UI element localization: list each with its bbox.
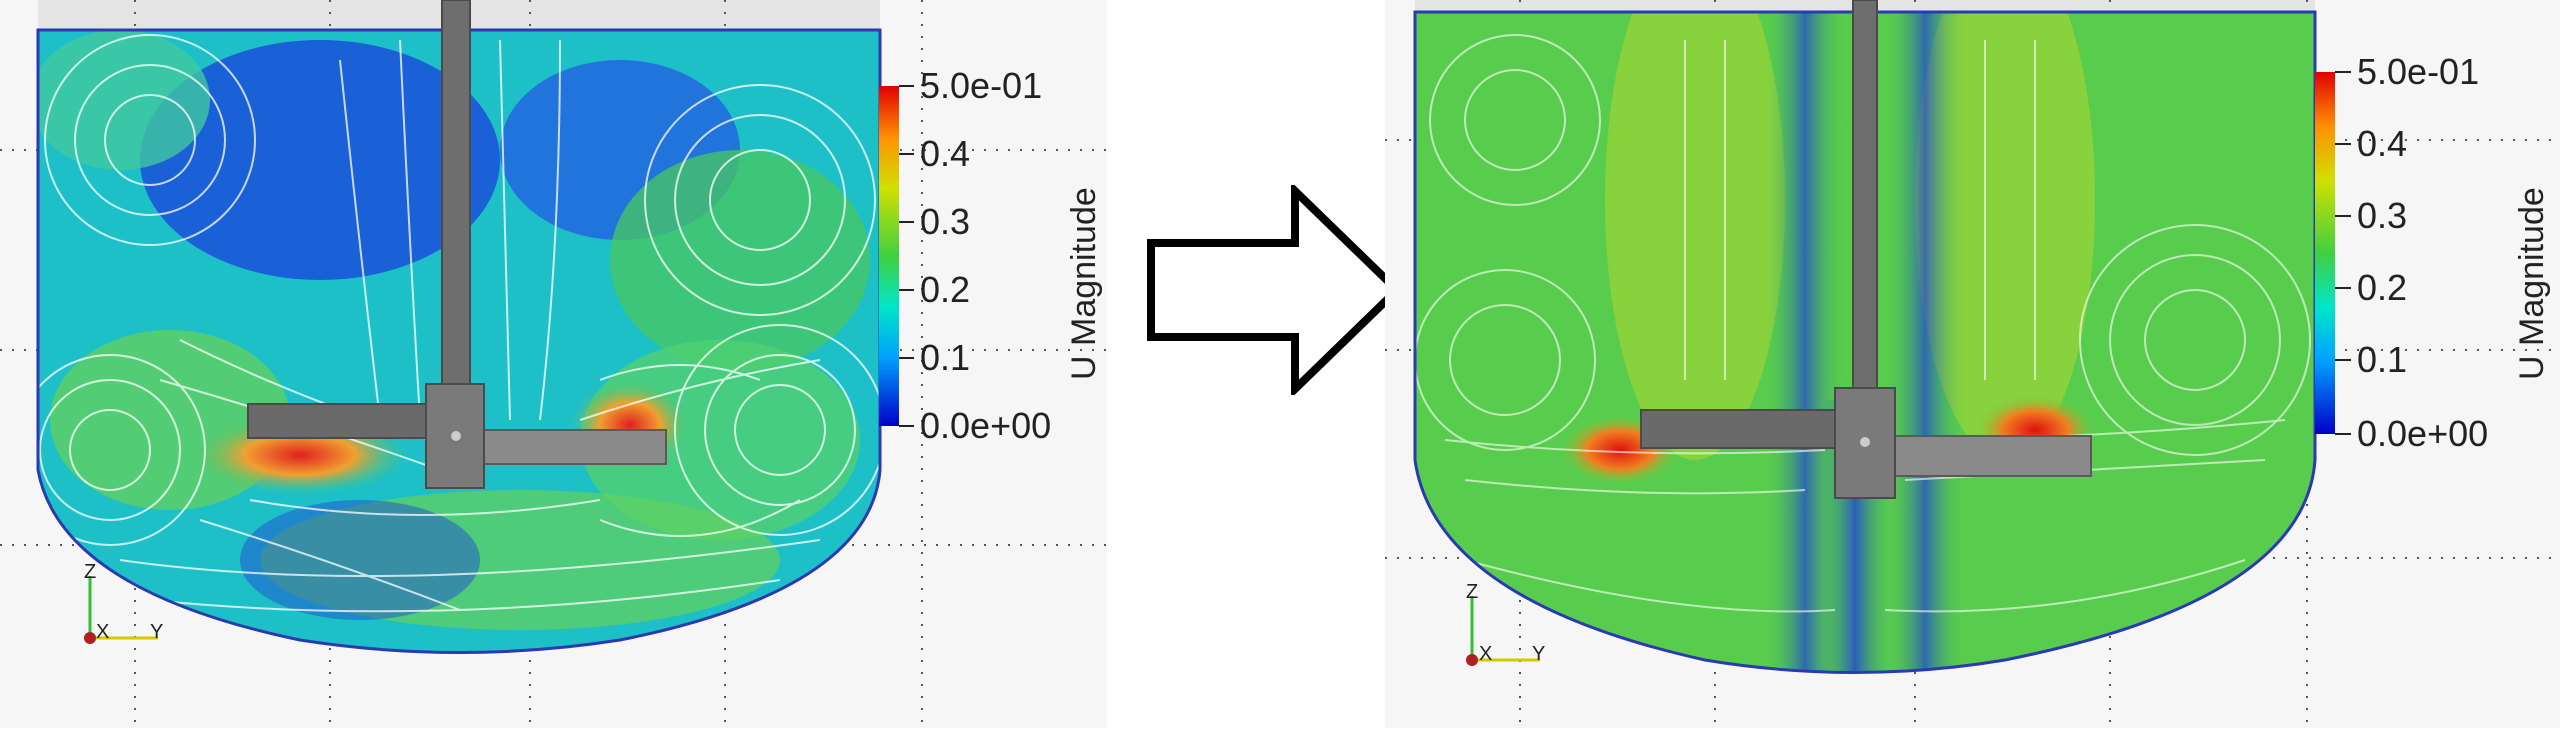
impeller-blade-left (247, 403, 439, 439)
colorbar-tick-2: 0.3 (2357, 195, 2408, 236)
axis-label-x: X (1479, 643, 1493, 665)
colorbar-tick-1: 0.4 (920, 133, 971, 174)
axis-label-y: Y (1532, 643, 1546, 665)
impeller-shaft (441, 0, 471, 391)
left-flow-panel: 5.0e-01 0.4 0.3 0.2 0.1 0.0e+00 U Magnit… (0, 0, 1107, 728)
impeller-blade-right (1890, 435, 2092, 477)
velocity-field (1415, 12, 2315, 673)
colorbar-tick-5: 0.0e+00 (2357, 413, 2489, 454)
colorbar-tick-4: 0.1 (2357, 339, 2408, 380)
colorbar-tick-0: 5.0e-01 (920, 65, 1043, 106)
colorbar-tick-3: 0.2 (920, 269, 971, 310)
axis-label-y: Y (150, 621, 164, 643)
impeller-shaft (1852, 0, 1878, 391)
colorbar-tick-4: 0.1 (920, 337, 971, 378)
colorbar-title: U Magnitude (1065, 187, 1103, 380)
axes-triad (84, 576, 158, 644)
impeller-blade-left (1640, 409, 1848, 449)
colorbar-tick-2: 0.3 (920, 201, 971, 242)
colorbar-gradient (2315, 72, 2335, 434)
right-tank-view (1385, 0, 2560, 728)
colorbar-tick-0: 5.0e-01 (2357, 51, 2480, 92)
transition-arrow-icon (1147, 185, 1403, 395)
colorbar-tick-5: 0.0e+00 (920, 405, 1052, 446)
colorbar-tick-3: 0.2 (2357, 267, 2408, 308)
axis-label-x: X (96, 621, 110, 643)
colorbar-title: U Magnitude (2513, 187, 2551, 380)
impeller-blade-right (479, 429, 667, 465)
axis-label-z: Z (1466, 581, 1479, 603)
colorbar-gradient (879, 86, 899, 426)
axes-triad (1466, 596, 1540, 666)
right-flow-panel: 5.0e-01 0.4 0.3 0.2 0.1 0.0e+00 U Magnit… (1385, 0, 2560, 728)
left-tank-view (0, 0, 1107, 728)
axis-label-z: Z (84, 561, 97, 583)
colorbar-tick-1: 0.4 (2357, 123, 2408, 164)
